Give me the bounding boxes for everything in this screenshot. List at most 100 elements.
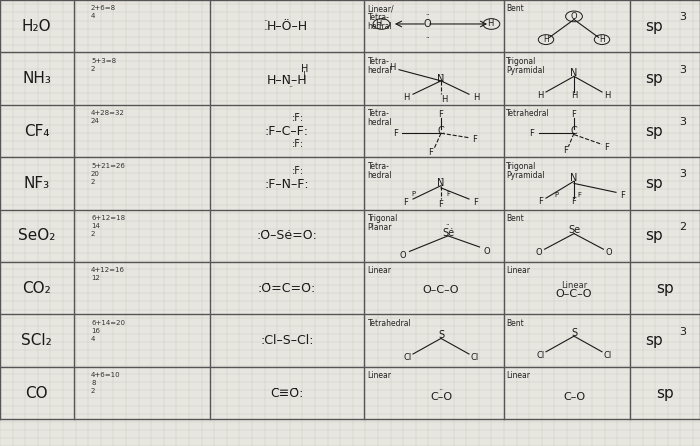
Text: Pyramidal: Pyramidal bbox=[506, 66, 545, 75]
Text: Tetra-: Tetra- bbox=[368, 109, 389, 118]
Text: F: F bbox=[439, 200, 443, 209]
Text: Cl: Cl bbox=[603, 351, 612, 360]
Text: 4: 4 bbox=[91, 336, 95, 342]
Text: C̈≡Ȯ:: C̈≡Ȯ: bbox=[270, 387, 304, 400]
Text: O: O bbox=[570, 12, 578, 21]
Text: H: H bbox=[543, 35, 549, 44]
Text: sp: sp bbox=[656, 385, 674, 401]
Text: ··: ·· bbox=[425, 12, 429, 18]
Text: H: H bbox=[537, 91, 544, 100]
Text: Bent: Bent bbox=[506, 214, 524, 223]
Text: :Cl–Ṡ–Cl:: :Cl–Ṡ–Cl: bbox=[260, 334, 314, 347]
Text: F: F bbox=[446, 191, 450, 197]
Text: :Ḟ:: :Ḟ: bbox=[291, 140, 304, 149]
Text: hedral: hedral bbox=[368, 118, 392, 127]
Text: 3: 3 bbox=[679, 12, 686, 22]
Text: ··: ·· bbox=[263, 26, 269, 35]
Text: 24: 24 bbox=[91, 118, 99, 124]
Text: Pyramidal: Pyramidal bbox=[506, 171, 545, 180]
Text: N: N bbox=[570, 68, 578, 78]
Text: Ṅ: Ṅ bbox=[438, 178, 444, 188]
Text: 2: 2 bbox=[91, 231, 95, 237]
Text: 4+6=10: 4+6=10 bbox=[91, 372, 120, 378]
Text: F: F bbox=[474, 198, 478, 207]
Text: P: P bbox=[554, 193, 559, 198]
Text: F: F bbox=[605, 143, 609, 152]
Text: ··: ·· bbox=[425, 35, 429, 41]
Text: 2+6=8: 2+6=8 bbox=[91, 5, 116, 11]
Text: :Ḟ:: :Ḟ: bbox=[291, 166, 304, 176]
Text: H: H bbox=[441, 95, 448, 104]
Text: Ṅ: Ṅ bbox=[438, 74, 444, 83]
Text: H: H bbox=[402, 93, 409, 102]
Text: 4: 4 bbox=[91, 13, 95, 19]
Text: ··: ·· bbox=[446, 222, 450, 227]
Text: hedral: hedral bbox=[368, 22, 392, 31]
Text: Planar: Planar bbox=[368, 223, 392, 232]
Text: Trigonal: Trigonal bbox=[368, 214, 398, 223]
Text: hedral: hedral bbox=[368, 66, 392, 75]
Text: NF₃: NF₃ bbox=[24, 176, 50, 191]
Text: Cl: Cl bbox=[470, 353, 479, 362]
Text: F: F bbox=[621, 191, 625, 200]
Text: 8: 8 bbox=[91, 380, 95, 386]
Text: F: F bbox=[439, 110, 443, 119]
Text: Linear: Linear bbox=[506, 266, 530, 276]
Text: C–O: C–O bbox=[563, 392, 585, 402]
Text: P: P bbox=[411, 191, 415, 197]
Text: :Ȯ=C=Ȯ:: :Ȯ=C=Ȯ: bbox=[258, 282, 316, 295]
Text: sp: sp bbox=[645, 228, 664, 244]
Text: SCl₂: SCl₂ bbox=[22, 333, 52, 348]
Text: 16: 16 bbox=[91, 328, 100, 334]
Text: H: H bbox=[301, 64, 308, 74]
Text: H: H bbox=[374, 20, 382, 29]
Text: Tetra-: Tetra- bbox=[368, 13, 389, 22]
Text: C: C bbox=[570, 126, 578, 136]
Text: 3: 3 bbox=[679, 169, 686, 179]
Text: H: H bbox=[473, 93, 480, 102]
Text: 2: 2 bbox=[91, 388, 95, 394]
Text: Linear: Linear bbox=[561, 281, 587, 290]
Text: 4+28=32: 4+28=32 bbox=[91, 110, 125, 116]
Text: ··: ·· bbox=[438, 386, 444, 395]
Text: 3: 3 bbox=[679, 65, 686, 74]
Text: O: O bbox=[536, 248, 542, 257]
Text: F: F bbox=[473, 136, 477, 145]
Text: :Ḟ:: :Ḟ: bbox=[291, 113, 304, 123]
Text: F: F bbox=[428, 148, 433, 157]
Text: 2: 2 bbox=[91, 179, 95, 185]
Text: Linear: Linear bbox=[506, 371, 530, 380]
Text: Cl: Cl bbox=[403, 353, 412, 362]
Text: NH₃: NH₃ bbox=[22, 71, 51, 86]
Text: Trigonal: Trigonal bbox=[506, 57, 536, 66]
Text: H: H bbox=[486, 20, 493, 29]
Text: Tetra-: Tetra- bbox=[368, 57, 389, 66]
Text: H: H bbox=[604, 91, 611, 100]
Text: F: F bbox=[404, 198, 408, 207]
Text: |: | bbox=[303, 70, 306, 79]
Text: :Ȯ–Sė=Ȯ:: :Ȯ–Sė=Ȯ: bbox=[257, 229, 317, 242]
Text: O–C–O: O–C–O bbox=[423, 285, 459, 295]
Text: H: H bbox=[570, 91, 578, 100]
Text: H–Ṅ–H: H–Ṅ–H bbox=[267, 74, 307, 87]
Text: Se: Se bbox=[568, 225, 580, 235]
Text: ··: ·· bbox=[263, 17, 269, 26]
Text: ··: ·· bbox=[288, 83, 293, 92]
Text: sp: sp bbox=[645, 124, 664, 139]
Text: Linear: Linear bbox=[368, 266, 391, 276]
Text: CO₂: CO₂ bbox=[22, 281, 51, 296]
Text: Cl: Cl bbox=[536, 351, 545, 360]
Text: 2: 2 bbox=[679, 222, 686, 232]
Text: H–Ö–H: H–Ö–H bbox=[267, 20, 307, 33]
Text: hedral: hedral bbox=[368, 171, 392, 180]
Text: O: O bbox=[399, 251, 406, 260]
Text: O: O bbox=[483, 247, 490, 256]
Text: 5+3=8: 5+3=8 bbox=[91, 58, 116, 64]
Text: H: H bbox=[389, 63, 396, 72]
Text: F: F bbox=[572, 110, 576, 119]
Text: 14: 14 bbox=[91, 223, 100, 229]
Text: 6+14=20: 6+14=20 bbox=[91, 320, 125, 326]
Text: F: F bbox=[578, 193, 582, 198]
Text: sp: sp bbox=[645, 333, 664, 348]
Text: 4+12=16: 4+12=16 bbox=[91, 267, 125, 273]
